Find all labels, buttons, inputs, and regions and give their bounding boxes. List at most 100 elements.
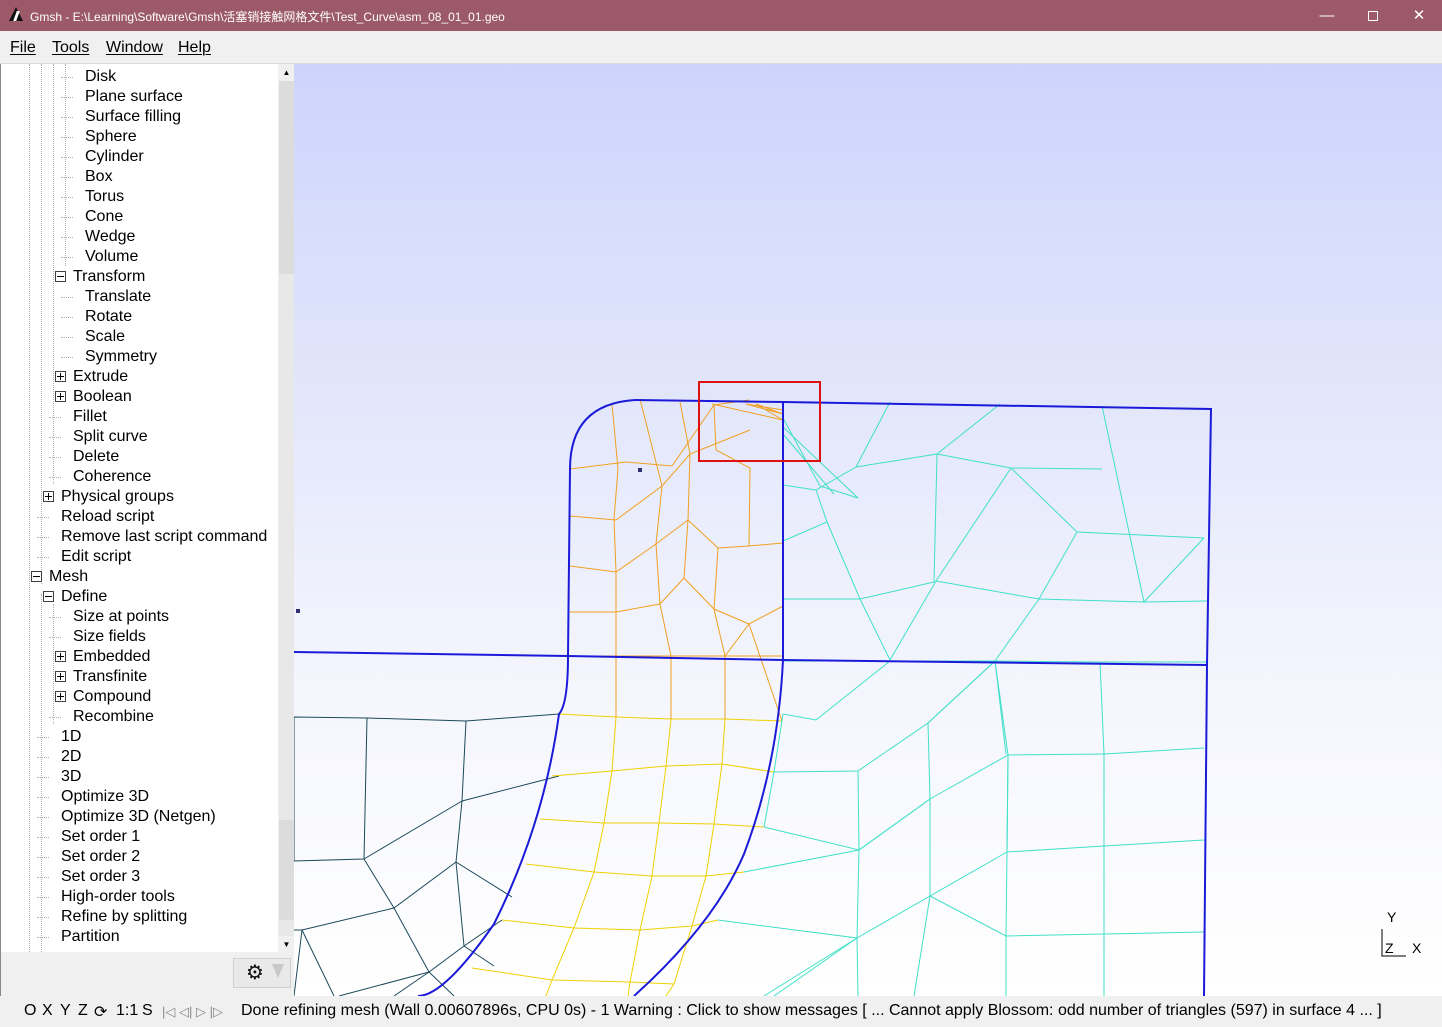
tree-item[interactable]: Coherence <box>73 468 152 485</box>
view-x-button[interactable]: X <box>42 1002 53 1019</box>
tree-item[interactable]: Cylinder <box>85 148 144 165</box>
tree-item[interactable]: Compound <box>73 688 152 705</box>
maximize-button[interactable] <box>1350 0 1396 31</box>
tree-item[interactable]: Cone <box>85 208 124 225</box>
menu-window[interactable]: Window <box>106 39 163 56</box>
tree-branch-line <box>61 217 73 218</box>
tree-item[interactable]: Optimize 3D <box>61 788 150 805</box>
scroll-down-arrow-icon[interactable]: ▼ <box>282 940 291 949</box>
scroll-up-arrow-icon[interactable]: ▲ <box>282 68 291 77</box>
tree-item[interactable]: Plane surface <box>85 88 183 105</box>
tree-item[interactable]: Physical groups <box>61 488 174 505</box>
menu-help[interactable]: Help <box>178 39 211 56</box>
tree-item[interactable]: Set order 3 <box>61 868 141 885</box>
tree-branch-line <box>37 877 49 878</box>
s-button[interactable]: S <box>142 1002 153 1019</box>
tree-item[interactable]: Refine by splitting <box>61 908 188 925</box>
gear-icon: ⚙ <box>246 962 264 984</box>
expand-plus-icon[interactable] <box>43 491 54 502</box>
tree-branch-line <box>37 897 49 898</box>
graphics-viewport[interactable]: Y Z X <box>294 64 1442 996</box>
window-title: Gmsh - E:\Learning\Software\Gmsh\活塞销接触网格… <box>30 10 505 24</box>
tree-branch-line <box>49 717 61 718</box>
tree-item[interactable]: 2D <box>61 748 82 765</box>
tree-branch-line <box>37 937 49 938</box>
highlight-box <box>698 381 821 462</box>
tree-item[interactable]: Surface filling <box>85 108 182 125</box>
scrollbar-track[interactable] <box>279 81 294 936</box>
tree-branch-line <box>37 757 49 758</box>
tree-branch-line <box>61 357 73 358</box>
nav-step-icons[interactable]: |◁ ◁| ▷ |▷ <box>162 1004 223 1019</box>
tree-item[interactable]: 3D <box>61 768 82 785</box>
tree-item[interactable]: Embedded <box>73 648 151 665</box>
tree-item[interactable]: Mesh <box>49 568 89 585</box>
collapse-minus-icon[interactable] <box>55 271 66 282</box>
collapse-minus-icon[interactable] <box>31 571 42 582</box>
tree-item[interactable]: Torus <box>85 188 125 205</box>
axis-x-label: X <box>1412 940 1422 956</box>
tree-branch-line <box>61 77 73 78</box>
expand-plus-icon[interactable] <box>55 391 66 402</box>
expand-plus-icon[interactable] <box>55 671 66 682</box>
tree-item[interactable]: Transform <box>73 268 146 285</box>
tree-branch-line <box>49 477 61 478</box>
tree-item[interactable]: Volume <box>85 248 139 265</box>
view-y-button[interactable]: Y <box>60 1002 71 1019</box>
tree-branch-line <box>61 337 73 338</box>
status-message[interactable]: Done refining mesh (Wall 0.00607896s, CP… <box>241 1002 1382 1019</box>
expand-plus-icon[interactable] <box>55 651 66 662</box>
tree-item[interactable]: Fillet <box>73 408 107 425</box>
tree-item[interactable]: 1D <box>61 728 82 745</box>
tree-item[interactable]: Boolean <box>73 388 132 405</box>
rotate-icon[interactable]: ⟳ <box>94 1004 108 1021</box>
tree-item[interactable]: Translate <box>85 288 152 305</box>
tree-item[interactable]: Box <box>85 168 113 185</box>
tree-branch-line <box>37 797 49 798</box>
tree-branch-line <box>37 837 49 838</box>
mesh-cyan-region <box>717 401 1208 996</box>
tree-item[interactable]: Define <box>61 588 108 605</box>
tree-item[interactable]: Wedge <box>85 228 136 245</box>
collapse-minus-icon[interactable] <box>43 591 54 602</box>
scrollbar-thumb[interactable] <box>279 81 294 274</box>
tree-item[interactable]: Size at points <box>73 608 170 625</box>
menu-file[interactable]: File <box>10 39 36 56</box>
tree-item[interactable]: Delete <box>73 448 120 465</box>
expand-plus-icon[interactable] <box>55 371 66 382</box>
tree-branch-line <box>37 917 49 918</box>
close-button[interactable]: ✕ <box>1396 0 1442 31</box>
axes-lines <box>1381 929 1406 957</box>
tree-item[interactable]: Disk <box>85 68 117 85</box>
tree-item[interactable]: Edit script <box>61 548 132 565</box>
title-bar: Gmsh - E:\Learning\Software\Gmsh\活塞销接触网格… <box>0 0 1442 31</box>
tree-item[interactable]: Split curve <box>73 428 148 445</box>
tree-item[interactable]: Rotate <box>85 308 133 325</box>
expand-plus-icon[interactable] <box>55 691 66 702</box>
tree-item[interactable]: Symmetry <box>85 348 157 365</box>
tree-guide-line <box>29 64 30 952</box>
tree-item[interactable]: Scale <box>85 328 126 345</box>
minimize-button[interactable]: — <box>1304 0 1350 31</box>
view-o-button[interactable]: O <box>24 1002 37 1019</box>
mesh-orange-region <box>569 398 784 722</box>
tree-item[interactable]: Optimize 3D (Netgen) <box>61 808 216 825</box>
tree-item[interactable]: High-order tools <box>61 888 175 905</box>
scale-button[interactable]: 1:1 <box>116 1002 139 1019</box>
tree-item[interactable]: Partition <box>61 928 120 945</box>
menu-tools[interactable]: Tools <box>52 39 90 56</box>
close-icon: ✕ <box>1412 7 1426 24</box>
tree-item[interactable]: Extrude <box>73 368 129 385</box>
options-button[interactable]: ⚙ <box>233 958 291 988</box>
tree-item[interactable]: Remove last script command <box>61 528 268 545</box>
tree-item[interactable]: Sphere <box>85 128 137 145</box>
mesh-canvas[interactable] <box>294 64 1442 996</box>
tree-item[interactable]: Transfinite <box>73 668 148 685</box>
tree-scrollbar[interactable]: ▲ ▼ <box>278 64 294 952</box>
tree-item[interactable]: Recombine <box>73 708 154 725</box>
tree-item[interactable]: Set order 2 <box>61 848 141 865</box>
tree-item[interactable]: Reload script <box>61 508 155 525</box>
view-z-button[interactable]: Z <box>78 1002 88 1019</box>
tree-item[interactable]: Set order 1 <box>61 828 141 845</box>
tree-item[interactable]: Size fields <box>73 628 146 645</box>
